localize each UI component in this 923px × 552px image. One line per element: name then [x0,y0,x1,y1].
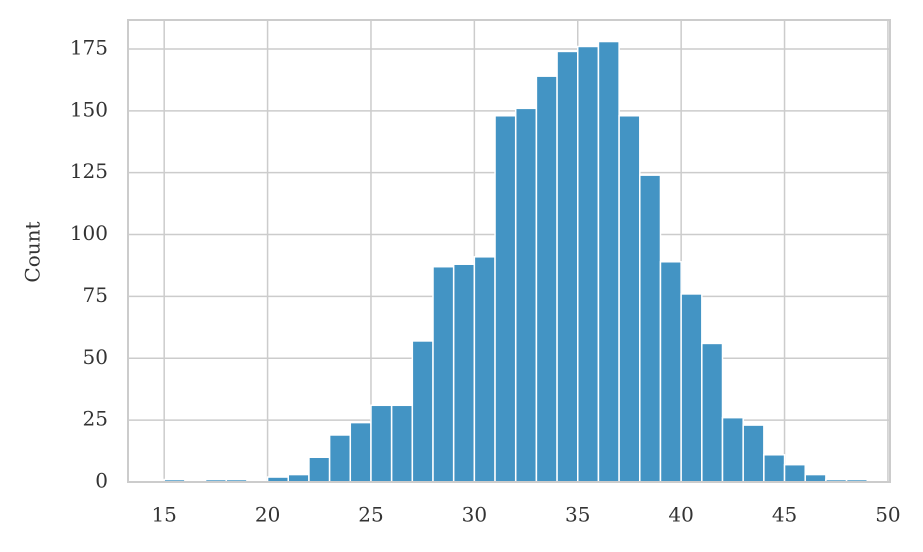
y-tick-label: 125 [70,159,108,183]
bar [308,456,331,483]
y-axis-label: Count [21,221,45,282]
x-tick-label: 20 [255,503,280,527]
x-tick-label: 45 [772,503,797,527]
x-tick-label: 40 [668,503,693,527]
bar [370,404,393,483]
bar [287,473,310,483]
bar [473,256,496,483]
bar [742,424,765,483]
bar [639,174,662,483]
bar [411,340,434,483]
bar [556,50,579,483]
bar [577,45,600,483]
bar [452,263,476,483]
bar [494,115,517,483]
bar [514,107,538,483]
bar [349,421,372,483]
x-tick-label: 35 [565,503,590,527]
y-tick-label: 150 [70,97,108,121]
y-tick-label: 0 [95,469,108,493]
x-tick-label: 25 [358,503,383,527]
x-tick-label: 50 [875,503,900,527]
bar [721,416,744,483]
bar [328,434,352,483]
bar [763,454,786,483]
y-tick-label: 50 [83,345,108,369]
bar [783,463,806,483]
bar [701,342,724,483]
bar [597,40,620,483]
x-tick-label: 15 [151,503,176,527]
y-tick-label: 25 [83,407,108,431]
bar [618,115,641,483]
bar [432,265,455,483]
x-tick-label: 30 [462,503,487,527]
y-tick-label: 75 [83,283,108,307]
bar [535,75,558,483]
y-tick-label: 100 [70,221,108,245]
bar [659,261,682,483]
bar [804,473,827,483]
bar [680,293,703,483]
y-tick-label: 175 [70,35,108,59]
bar [390,404,414,483]
plot-frame [127,19,891,483]
